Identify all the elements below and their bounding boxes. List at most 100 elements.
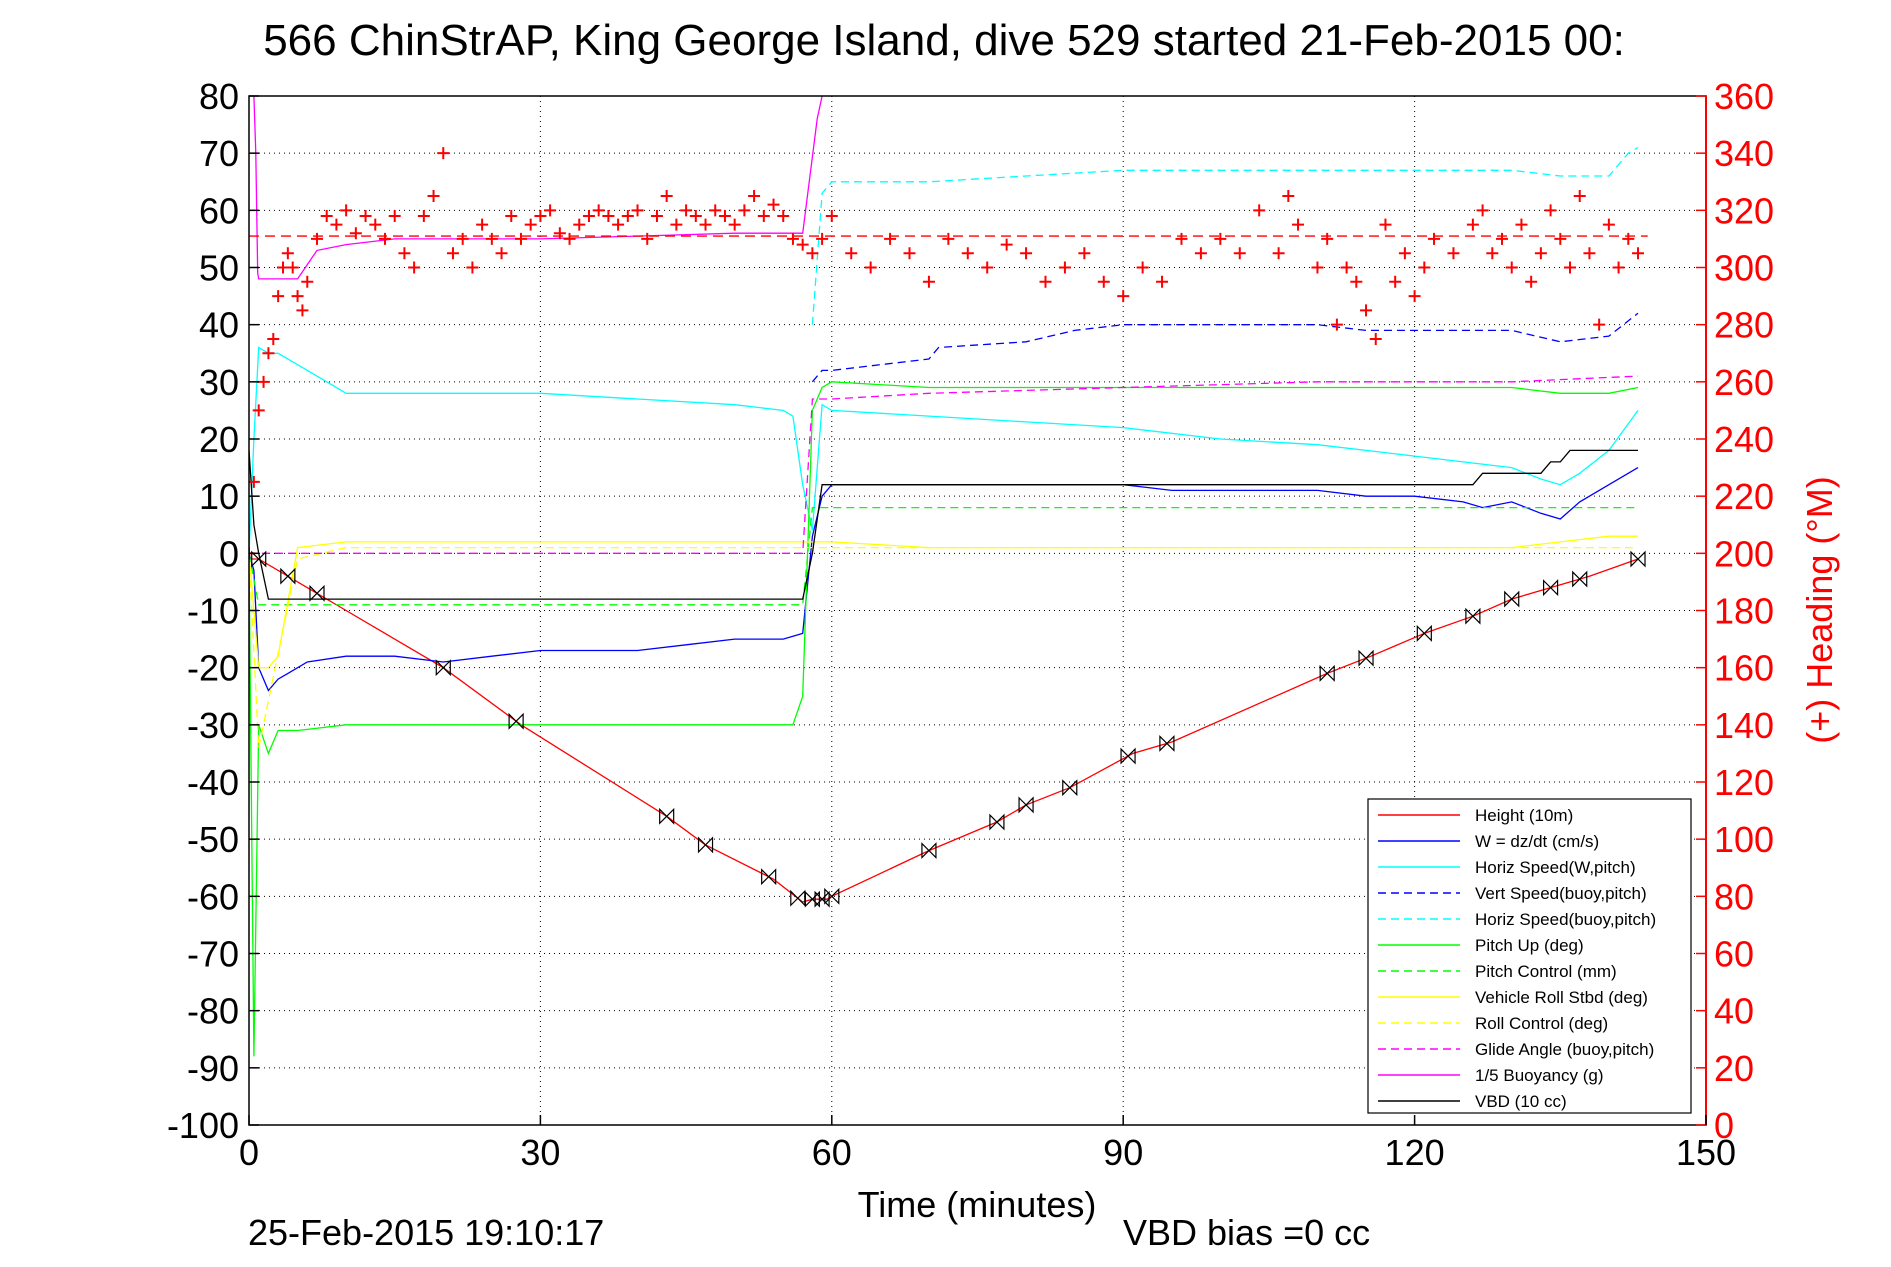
footer-timestamp: 25-Feb-2015 19:10:17: [248, 1212, 604, 1253]
series-line-11: [249, 449, 1638, 600]
heading-marker: [1340, 261, 1353, 274]
legend-box: [1367, 798, 1692, 1114]
y-tick-label: 40: [199, 305, 239, 346]
heading-marker: [1632, 247, 1645, 260]
turn-marker: [309, 584, 325, 602]
turn-marker: [1120, 747, 1136, 765]
y-tick-label: 60: [199, 190, 239, 231]
turn-marker: [1465, 607, 1481, 625]
heading-marker: [1525, 275, 1538, 288]
heading-marker: [1408, 290, 1421, 303]
series-line-3: [811, 312, 1639, 383]
heading-marker: [748, 190, 761, 203]
series-line-8: [249, 546, 1638, 748]
chart-title: 566 ChinStrAP, King George Island, dive …: [263, 16, 1625, 65]
turn-marker: [1542, 579, 1559, 597]
heading-marker: [1272, 247, 1285, 260]
turn-marker: [1159, 734, 1175, 752]
turn-marker: [251, 550, 267, 568]
heading-marker: [1593, 318, 1606, 331]
heading-marker: [446, 247, 459, 260]
turn-marker: [1358, 649, 1374, 667]
y-tick-label: 10: [199, 476, 239, 517]
heading-marker: [961, 247, 974, 260]
legend-label-11: VBD (10 cc): [1475, 1092, 1567, 1111]
heading-marker: [524, 218, 537, 231]
heading-marker: [864, 261, 877, 274]
heading-marker: [1612, 261, 1625, 274]
heading-marker: [1573, 190, 1586, 203]
heading-marker: [709, 204, 722, 217]
heading-marker: [262, 347, 275, 360]
legend-label-10: 1/5 Buoyancy (g): [1475, 1066, 1604, 1085]
y-tick-label: -10: [187, 591, 239, 632]
heading-marker: [922, 275, 935, 288]
heading-marker: [1369, 332, 1382, 345]
turn-markers: [251, 550, 1646, 908]
heading-marker: [291, 290, 304, 303]
heading-marker: [553, 227, 566, 240]
y2-tick-label: 220: [1714, 476, 1774, 517]
heading-marker: [1622, 232, 1635, 245]
heading-marker: [427, 190, 440, 203]
heading-marker: [582, 210, 595, 223]
heading-marker: [777, 210, 790, 223]
heading-marker: [272, 290, 285, 303]
heading-marker: [1534, 247, 1547, 260]
y2-tick-label: 60: [1714, 934, 1754, 975]
heading-marker: [825, 210, 838, 223]
y2-tick-label: 40: [1714, 991, 1754, 1032]
y2-tick-label: 240: [1714, 419, 1774, 460]
vbd-bias-note: VBD bias =0 cc: [1123, 1212, 1370, 1253]
heading-marker: [1418, 261, 1431, 274]
heading-marker: [1554, 232, 1567, 245]
legend-label-6: Pitch Control (mm): [1475, 962, 1617, 981]
series-line-5: [249, 381, 1639, 1057]
turn-marker: [1630, 550, 1646, 568]
heading-marker: [1214, 232, 1227, 245]
heading-marker: [1039, 275, 1052, 288]
left-y-axis: 80 70 60 50 40 30 20 10 0 -10 -20 -30 -40 -50 -60 -70 -8…: [167, 76, 259, 1146]
legend-label-7: Vehicle Roll Stbd (deg): [1475, 988, 1648, 1007]
y2-tick-label: 340: [1714, 133, 1774, 174]
heading-marker: [1000, 238, 1013, 251]
x-tick-label: 150: [1676, 1132, 1736, 1173]
heading-marker: [1466, 218, 1479, 231]
legend-label-9: Glide Angle (buoy,pitch): [1475, 1040, 1654, 1059]
heading-marker: [544, 204, 557, 217]
heading-marker: [417, 210, 430, 223]
heading-marker: [1194, 247, 1207, 260]
legend-label-5: Pitch Up (deg): [1475, 936, 1584, 955]
turn-marker: [1416, 624, 1432, 642]
y2-tick-label: 260: [1714, 362, 1774, 403]
legend: Height (10m) W = dz/dt (cm/s) Horiz Speed(…: [1367, 798, 1692, 1114]
heading-marker: [1486, 247, 1499, 260]
heading-marker: [1321, 232, 1334, 245]
heading-marker: [1476, 204, 1489, 217]
heading-marker: [631, 204, 644, 217]
heading-marker: [286, 261, 299, 274]
heading-marker: [1282, 190, 1295, 203]
legend-label-3: Vert Speed(buoy,pitch): [1475, 884, 1647, 903]
heading-marker: [1292, 218, 1305, 231]
heading-marker: [641, 232, 654, 245]
y2-tick-label: 320: [1714, 190, 1774, 231]
heading-marker: [456, 232, 469, 245]
heading-marker: [534, 210, 547, 223]
legend-label-1: W = dz/dt (cm/s): [1475, 832, 1599, 851]
turn-marker: [921, 842, 937, 860]
y-tick-label: -60: [187, 876, 239, 917]
heading-marker: [1117, 290, 1130, 303]
y-tick-label: 70: [199, 133, 239, 174]
heading-marker: [786, 232, 799, 245]
heading-marker: [1398, 247, 1411, 260]
heading-marker: [903, 247, 916, 260]
heading-marker: [437, 147, 450, 160]
turn-marker: [280, 567, 296, 585]
heading-marker: [738, 204, 751, 217]
series-line-10: [253, 96, 823, 280]
heading-marker: [1428, 232, 1441, 245]
heading-marker: [320, 210, 333, 223]
y2-tick-label: 180: [1714, 591, 1774, 632]
